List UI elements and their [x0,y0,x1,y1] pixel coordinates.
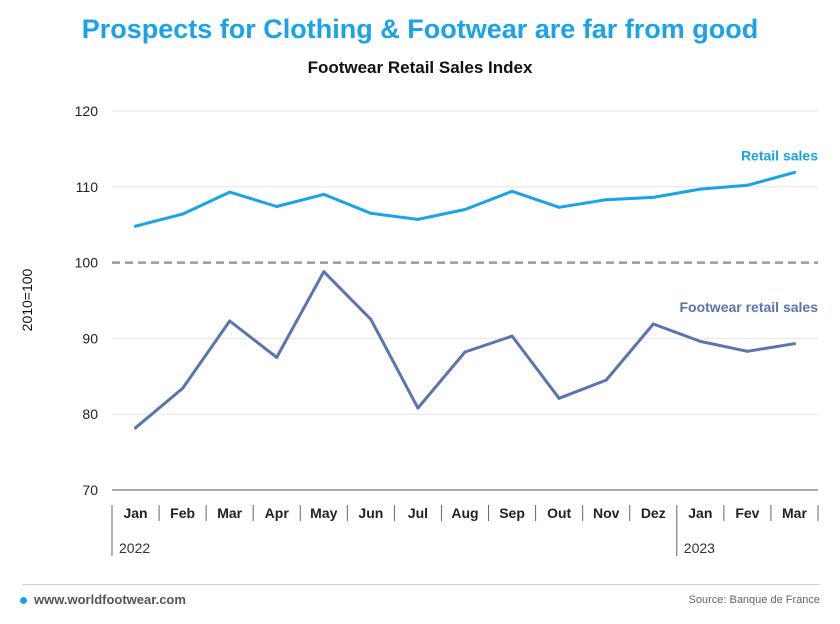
retail-sales-label: Retail sales [741,147,818,163]
x-tick-label: Out [547,505,571,521]
series-lines [134,170,796,430]
x-tick-label: Jan [123,505,147,521]
data-point [228,190,232,194]
x-tick-label: Apr [265,505,290,521]
x-tick-label: Sep [499,505,525,521]
data-point [463,208,467,212]
data-point [275,205,279,209]
y-tick-label: 90 [82,330,98,346]
data-point [134,426,138,430]
data-point [322,270,326,274]
data-point [651,322,655,326]
data-point [557,205,561,209]
footer-website[interactable]: www.worldfootwear.com [34,592,186,607]
x-tick-label: Mar [217,505,242,521]
y-axis-label: 2010=100 [19,268,35,331]
y-tick-label: 70 [82,482,98,498]
data-point [369,211,373,215]
data-point [792,170,796,174]
year-label: 2023 [684,540,715,556]
data-point [604,198,608,202]
data-point [369,317,373,321]
series-labels: Retail sales Footwear retail sales [679,147,818,315]
x-tick-label: Mar [782,505,807,521]
data-point [181,386,185,390]
x-tick-label: Jul [408,505,428,521]
data-point [510,334,514,338]
chart-title: Footwear Retail Sales Index [307,58,533,77]
data-point [275,355,279,359]
x-tick-label: May [310,505,337,521]
bullet-icon [20,597,27,604]
footer-source: Source: Banque de France [688,594,820,606]
data-point [134,224,138,228]
y-axis-ticks: 70 80 90 100 110 120 [75,103,99,498]
data-point [416,217,420,221]
x-axis: Jan Feb Mar Apr May Jun Jul Aug Sep Out Nov Dez Jan F… [111,505,819,556]
data-point [698,187,702,191]
data-point [322,192,326,196]
data-point [604,378,608,382]
x-tick-label: Feb [170,505,195,521]
data-point [463,350,467,354]
data-point [510,189,514,193]
x-tick-label: Nov [593,505,620,521]
retail-sales-line [134,170,796,228]
data-point [557,396,561,400]
x-tick-label: Jun [358,505,383,521]
data-point [228,319,232,323]
data-point [416,406,420,410]
x-tick-label: Dez [641,505,666,521]
line-chart: 70 80 90 100 110 120 Jan Feb Mar Apr May Jun Jul Aug… [19,103,819,556]
x-tick-label: Jan [688,505,712,521]
x-tick-label: Aug [451,505,478,521]
footer-divider [22,584,820,585]
data-point [745,183,749,187]
gridlines [112,110,818,491]
y-tick-label: 120 [75,103,99,119]
chart-headline: Prospects for Clothing & Footwear are fa… [81,14,759,44]
data-point [651,195,655,199]
y-tick-label: 110 [76,179,99,195]
data-point [745,349,749,353]
data-point [181,212,185,216]
y-tick-label: 100 [75,255,99,271]
data-point [792,342,796,346]
x-tick-label: Fev [735,505,759,521]
footwear-retail-sales-line [134,270,796,430]
footwear-retail-sales-label: Footwear retail sales [679,299,818,315]
data-point [698,339,702,343]
y-tick-label: 80 [82,406,98,422]
year-label: 2022 [119,540,150,556]
